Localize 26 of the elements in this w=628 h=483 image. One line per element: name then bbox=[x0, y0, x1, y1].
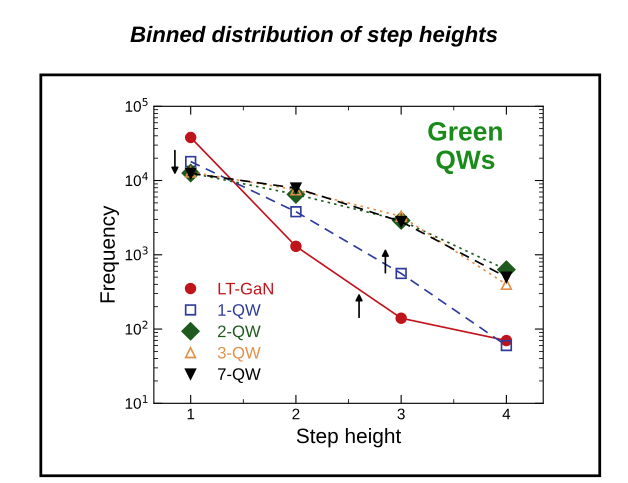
y-tick-label: 10$^{2}$ bbox=[126, 320, 148, 335]
point bbox=[290, 206, 302, 218]
y-tick-label: 10$^{3}$ bbox=[126, 246, 148, 260]
legend-label: 1-QW bbox=[218, 304, 261, 319]
point bbox=[395, 268, 407, 280]
x-tick-label: 1 bbox=[188, 408, 194, 420]
legend-label: 2-QW bbox=[218, 325, 261, 340]
legend-label: LT-GaN bbox=[218, 282, 273, 295]
y-tick-label: 10$^{5}$ bbox=[126, 98, 148, 112]
x-axis-title: Step height bbox=[296, 428, 402, 448]
y-tick-label: 10$^{1}$ bbox=[126, 395, 148, 409]
point bbox=[184, 132, 196, 144]
point bbox=[500, 271, 512, 283]
point bbox=[500, 340, 512, 352]
legend-label: 3-QW bbox=[218, 346, 261, 362]
point bbox=[395, 312, 407, 324]
annotation: Green QWs bbox=[428, 122, 502, 174]
legend-label: 7-QW bbox=[218, 368, 261, 383]
point bbox=[290, 240, 302, 252]
x-tick-label: 2 bbox=[292, 408, 300, 420]
y-tick-label: 10$^{4}$ bbox=[126, 172, 148, 186]
x-tick-label: 4 bbox=[502, 408, 510, 420]
point bbox=[184, 156, 196, 168]
chart-title: Binned distribution of step heights bbox=[130, 26, 498, 47]
x-tick-label: 3 bbox=[397, 408, 405, 420]
y-axis-title: Frequency bbox=[100, 206, 119, 302]
